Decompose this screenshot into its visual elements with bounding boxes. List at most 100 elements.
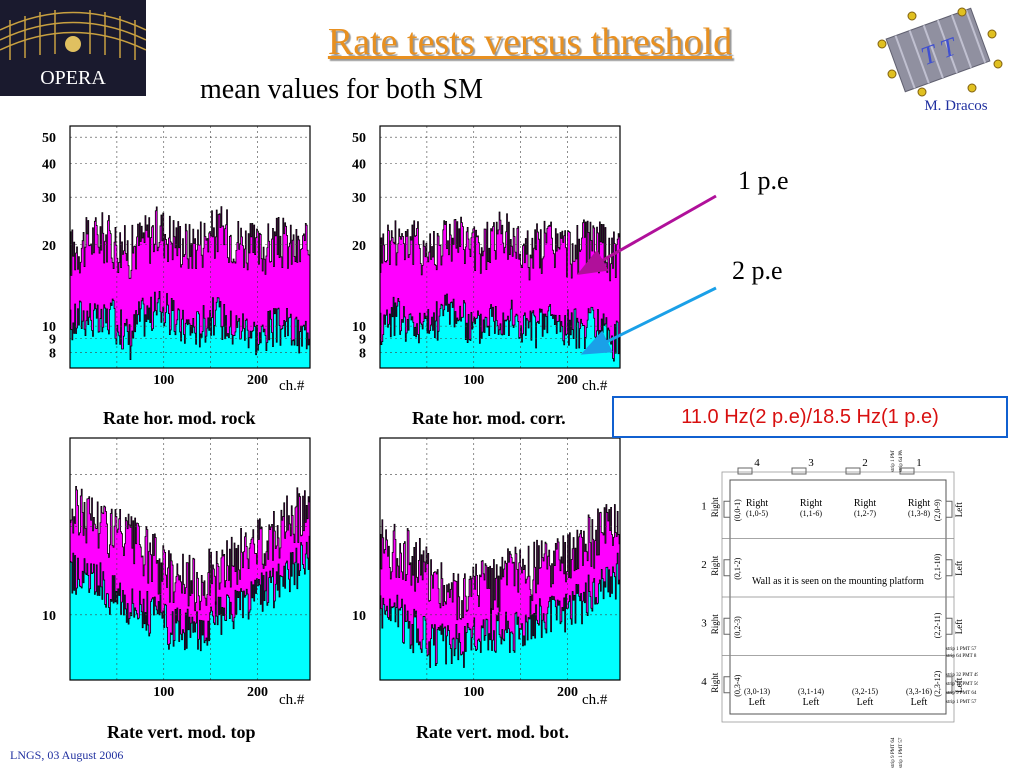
wall-pmt-label: strip 64 PMT 8 xyxy=(946,654,977,659)
grid xyxy=(70,126,310,368)
y-tick-label: 40 xyxy=(352,157,366,172)
y-tick-label: 50 xyxy=(352,131,366,146)
wall-top-label: Right xyxy=(746,498,768,509)
footer-text: LNGS, 03 August 2006 xyxy=(10,748,124,762)
wall-pmt-label: strip 64 PMT 8 xyxy=(899,450,904,472)
series-1pe-line xyxy=(380,211,620,282)
plot-vert-bot: 10 100 200 xyxy=(310,434,630,696)
y-tick-label: 9 xyxy=(359,332,366,347)
series-2pe-line xyxy=(70,535,310,652)
wall-center-text: Wall as it is seen on the mounting platf… xyxy=(752,576,924,587)
opera-logo: OPERA xyxy=(0,0,147,96)
wall-left-side-word: Right xyxy=(710,614,720,635)
pe1-label: 1 p.e xyxy=(738,166,789,195)
wall-left-number: 3 xyxy=(701,617,707,629)
series-2pe-line xyxy=(70,291,310,360)
plot-hor-corr-title: Rate hor. mod. corr. xyxy=(412,408,566,428)
wall-top-label-code: (1,3-8) xyxy=(908,509,930,518)
page-subtitle: mean values for both SM xyxy=(200,74,484,105)
wall-left-number: 1 xyxy=(701,500,707,512)
series-1pe-line xyxy=(70,206,310,279)
wall-left-number: 4 xyxy=(701,676,707,688)
series-2pe-line xyxy=(380,293,620,362)
wall-pmt-label: strip 1 PMT 57 xyxy=(946,647,977,652)
y-tick-label: 10 xyxy=(352,609,366,624)
plot-hor-corr: 50 40 30 20 10 9 8 100 200 xyxy=(310,122,630,384)
plot-hor-corr-xlabel: ch.# xyxy=(582,378,608,394)
wall-pmt-label: strip 1 PMT 57 xyxy=(899,737,904,768)
grid xyxy=(70,438,310,680)
wall-left-side-word: Right xyxy=(710,555,720,576)
wall-bottom-label-code: (3,3-16) xyxy=(906,687,932,696)
x-tick-label: 200 xyxy=(247,685,268,696)
plot-hor-rock-xlabel: ch.# xyxy=(279,378,305,394)
wall-left-label: (0,0-1) xyxy=(733,499,742,521)
plot-vert-bot-svg: 10 100 200 xyxy=(352,437,621,696)
wall-right-side-word: Left xyxy=(954,560,964,575)
wall-pmt-label: strip 1 PMT 57 xyxy=(891,450,896,472)
wall-right-side-word: Left xyxy=(954,502,964,517)
wall-top-number: 4 xyxy=(754,457,760,469)
plot-frame xyxy=(69,125,311,369)
wall-top-label: Right xyxy=(908,498,930,509)
wall-right-label: (2,2-11) xyxy=(933,612,942,638)
grid xyxy=(380,126,620,368)
series-1pe-line xyxy=(70,486,310,612)
wall-pmt-label: strip 16 PMT 56 xyxy=(946,682,978,687)
x-tick-label: 100 xyxy=(153,685,174,696)
wall-pmt-label: strip 32 PMT 49 xyxy=(946,673,978,678)
x-tick-label: 100 xyxy=(463,685,484,696)
wall-diagram: 4 3 2 1 1 Right (0,0-1) (2,0-9) Left 2 Right (0,1-2… xyxy=(696,441,979,768)
x-tick-label: 100 xyxy=(463,373,484,384)
x-tick-label: 100 xyxy=(153,373,174,384)
plot-hor-rock: 50 40 30 20 10 9 8 100 200 xyxy=(0,122,320,384)
annotation-arrows xyxy=(576,194,717,355)
plot-vert-bot-title: Rate vert. mod. bot. xyxy=(416,722,569,742)
wall-left-side-word: Right xyxy=(710,497,720,518)
wall-top-number: 2 xyxy=(862,457,868,469)
plot-hor-rock-title: Rate hor. mod. rock xyxy=(103,408,256,428)
plot-vert-top: 10 100 200 xyxy=(0,434,320,696)
wall-bottom-label: Left xyxy=(857,697,874,708)
x-tick-label: 200 xyxy=(557,373,578,384)
wall-pmt-label: strip 9 PMT 64 xyxy=(891,737,896,768)
y-tick-label: 10 xyxy=(42,609,56,624)
plot-frame xyxy=(379,125,621,369)
y-tick-label: 30 xyxy=(352,191,366,206)
wall-top-label-code: (1,1-6) xyxy=(800,509,822,518)
series-2pe-area xyxy=(380,553,620,680)
x-tick-label: 200 xyxy=(247,373,268,384)
opera-logo-text: OPERA xyxy=(40,67,106,89)
series-1pe-line xyxy=(380,504,620,621)
grid xyxy=(380,438,620,680)
page-title: Rate tests versus threshold xyxy=(327,21,733,63)
series-2pe-area xyxy=(70,536,310,680)
y-tick-label: 8 xyxy=(49,346,56,361)
wall-left-side-word: Right xyxy=(710,672,720,693)
tt-logo: T T xyxy=(862,4,1014,100)
wall-left-label: (0,3-4) xyxy=(733,674,742,696)
wall-bottom-label: Left xyxy=(749,697,766,708)
plot-vert-top-xlabel: ch.# xyxy=(279,692,305,708)
pe2-arrow xyxy=(580,286,717,355)
y-tick-label: 10 xyxy=(42,320,56,335)
series-2pe-line xyxy=(380,552,620,668)
wall-left-label: (0,2-3) xyxy=(733,616,742,638)
y-tick-label: 9 xyxy=(49,332,56,347)
plot-vert-top-title: Rate vert. mod. top xyxy=(107,722,256,742)
wall-top-label-code: (1,2-7) xyxy=(854,509,876,518)
wall-right-label: (2,0-9) xyxy=(933,499,942,521)
wall-pmt-label: strip 9 PMT 64 xyxy=(946,691,977,696)
summary-text: 11.0 Hz(2 p.e)/18.5 Hz(1 p.e) xyxy=(681,405,939,428)
wall-top-label: Right xyxy=(800,498,822,509)
wall-top-number: 1 xyxy=(916,457,922,469)
wall-right-side-word: Left xyxy=(954,677,964,692)
plot-vert-top-svg: 10 100 200 xyxy=(42,437,311,696)
author-name: M. Dracos xyxy=(924,98,988,114)
y-tick-label: 20 xyxy=(352,239,366,254)
summary-box: 11.0 Hz(2 p.e)/18.5 Hz(1 p.e) xyxy=(612,396,1008,438)
wall-bottom-label: Left xyxy=(911,697,928,708)
y-tick-label: 30 xyxy=(42,191,56,206)
y-tick-label: 8 xyxy=(359,346,366,361)
